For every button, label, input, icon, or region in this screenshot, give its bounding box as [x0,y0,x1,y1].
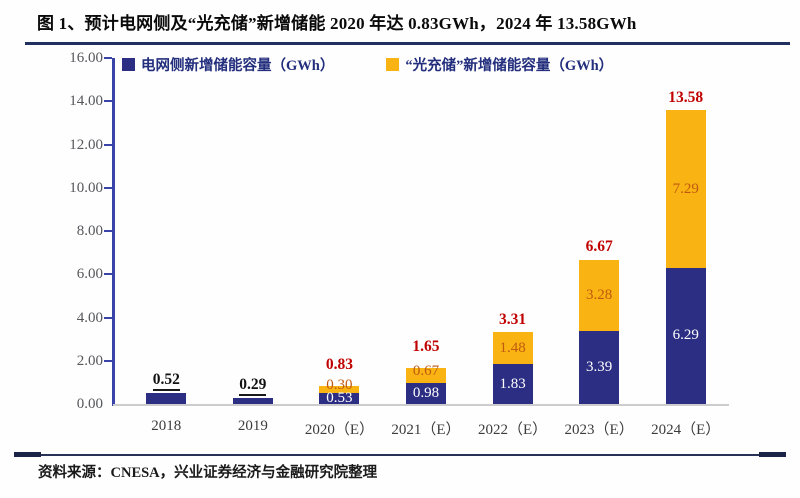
figure-title: 图 1、预计电网侧及“光充储”新增储能 2020 年达 0.83GWh，2024… [37,14,637,33]
ytick-mark [104,273,112,276]
total-label-text: 1.65 [412,337,440,355]
bar-column: 1.48 1.83 3.31 2022（E） [469,58,556,438]
total-label: 0.83 [274,355,405,373]
footer-divider-right-cap [759,452,786,457]
source-note: 资料来源：CNESA，兴业证券经济与金融研究院整理 [38,465,378,481]
bar-column: 0.29 2019 [210,58,297,434]
bar-stack [146,392,187,404]
solar-segment: 0.67 [405,364,446,383]
grid-segment: 0.53 [319,389,360,406]
grid-segment [232,397,273,404]
solar-segment: 0.30 [319,377,360,393]
total-label: 6.67 [534,239,665,255]
grid-segment: 6.29 [665,267,706,404]
bar-stack: 1.48 1.83 [492,332,533,404]
ytick-mark [104,186,112,189]
plot-area: 0.52 2018 0.29 2019 0.30 0.53 0.83 2020（E） 0.67 0… [123,58,729,438]
ytick-label: 12.00 [69,136,103,153]
bar-stack: 3.28 3.39 [579,259,620,404]
ytick-label: 16.00 [69,50,103,66]
bar-stack [232,397,273,404]
ytick-mark [104,143,112,146]
grid-segment-label: 0.53 [326,389,353,406]
total-label-text: 3.31 [499,310,527,328]
bar-stack: 0.67 0.98 [405,364,446,404]
total-label-text: 0.83 [325,355,353,373]
footer-divider-left-cap [14,452,41,457]
grid-series-swatch-icon [122,58,135,71]
title-underline [25,42,790,45]
solar-segment-label: 7.29 [672,180,699,197]
ytick-label: 6.00 [76,266,103,283]
grid-segment: 1.83 [492,364,533,404]
x-axis-label: 2021（E） [391,422,461,438]
bar-column: 0.67 0.98 1.65 2021（E） [383,58,470,438]
x-axis-label: 2024（E） [651,422,721,438]
solar-segment: 3.28 [579,259,620,331]
solar-segment: 7.29 [665,110,706,268]
x-axis-label: 2019 [237,418,268,434]
total-label: 0.52 [101,371,232,392]
grid-segment-label: 1.83 [499,375,526,392]
legend-item-grid: 电网侧新增储能容量（GWh） [122,54,334,75]
grid-segment-label: 6.29 [672,327,699,344]
y-axis-line [112,58,115,406]
grid-segment: 3.39 [579,330,620,404]
bar-column: 0.52 2018 [123,58,210,434]
ytick-mark [104,230,112,232]
footer-divider [14,454,786,456]
bar-column: 3.28 3.39 6.67 2023（E） [556,58,643,438]
ytick-label: 4.00 [76,309,103,326]
total-label-text: 6.67 [585,238,613,256]
ytick-label: 8.00 [76,223,103,239]
x-axis-label: 2020（E） [304,422,374,438]
bar-stack: 7.29 6.29 [665,110,706,404]
x-axis-label: 2022（E） [477,422,548,438]
x-axis-label: 2018 [151,418,182,434]
legend-item-solar: “光充储”新增储能容量（GWh） [386,54,613,75]
grid-segment: 0.98 [405,382,446,404]
ytick-label: 14.00 [69,93,103,110]
grid-segment-label: 3.39 [586,358,613,375]
grid-segment-label: 0.98 [412,384,440,401]
solar-series-swatch-icon [386,58,400,71]
total-label-text: 0.52 [152,371,180,392]
bar-stack: 0.30 0.53 [319,377,360,406]
legend-label-solar: “光充储”新增储能容量（GWh） [405,58,614,74]
grid-segment [146,392,187,404]
ytick-label: 2.00 [76,352,103,369]
total-label: 1.65 [361,339,492,355]
total-label: 3.31 [447,312,578,328]
ytick-mark [104,359,112,362]
solar-segment-label: 0.67 [412,363,440,380]
x-axis-baseline [113,404,729,406]
solar-segment-label: 0.30 [326,376,353,393]
total-label: 13.58 [620,90,751,106]
bar-column: 0.30 0.53 0.83 2020（E） [296,58,383,438]
total-label: 0.29 [188,376,319,397]
ytick-label: 0.00 [76,396,103,412]
total-label-text: 0.29 [239,376,267,397]
bar-column: 7.29 6.29 13.58 2024（E） [642,58,729,438]
chart-legend: 电网侧新增储能容量（GWh） “光充储”新增储能容量（GWh） [122,54,613,75]
ytick-label: 10.00 [69,179,103,196]
ytick-mark [104,57,112,59]
total-label-text: 13.58 [668,88,704,106]
solar-segment: 1.48 [492,332,533,365]
x-axis-label: 2023（E） [564,422,634,438]
ytick-mark [104,100,112,103]
legend-label-grid: 电网侧新增储能容量（GWh） [141,58,335,74]
solar-segment-label: 1.48 [499,339,526,356]
solar-segment-label: 3.28 [586,286,613,303]
ytick-mark [104,316,112,319]
